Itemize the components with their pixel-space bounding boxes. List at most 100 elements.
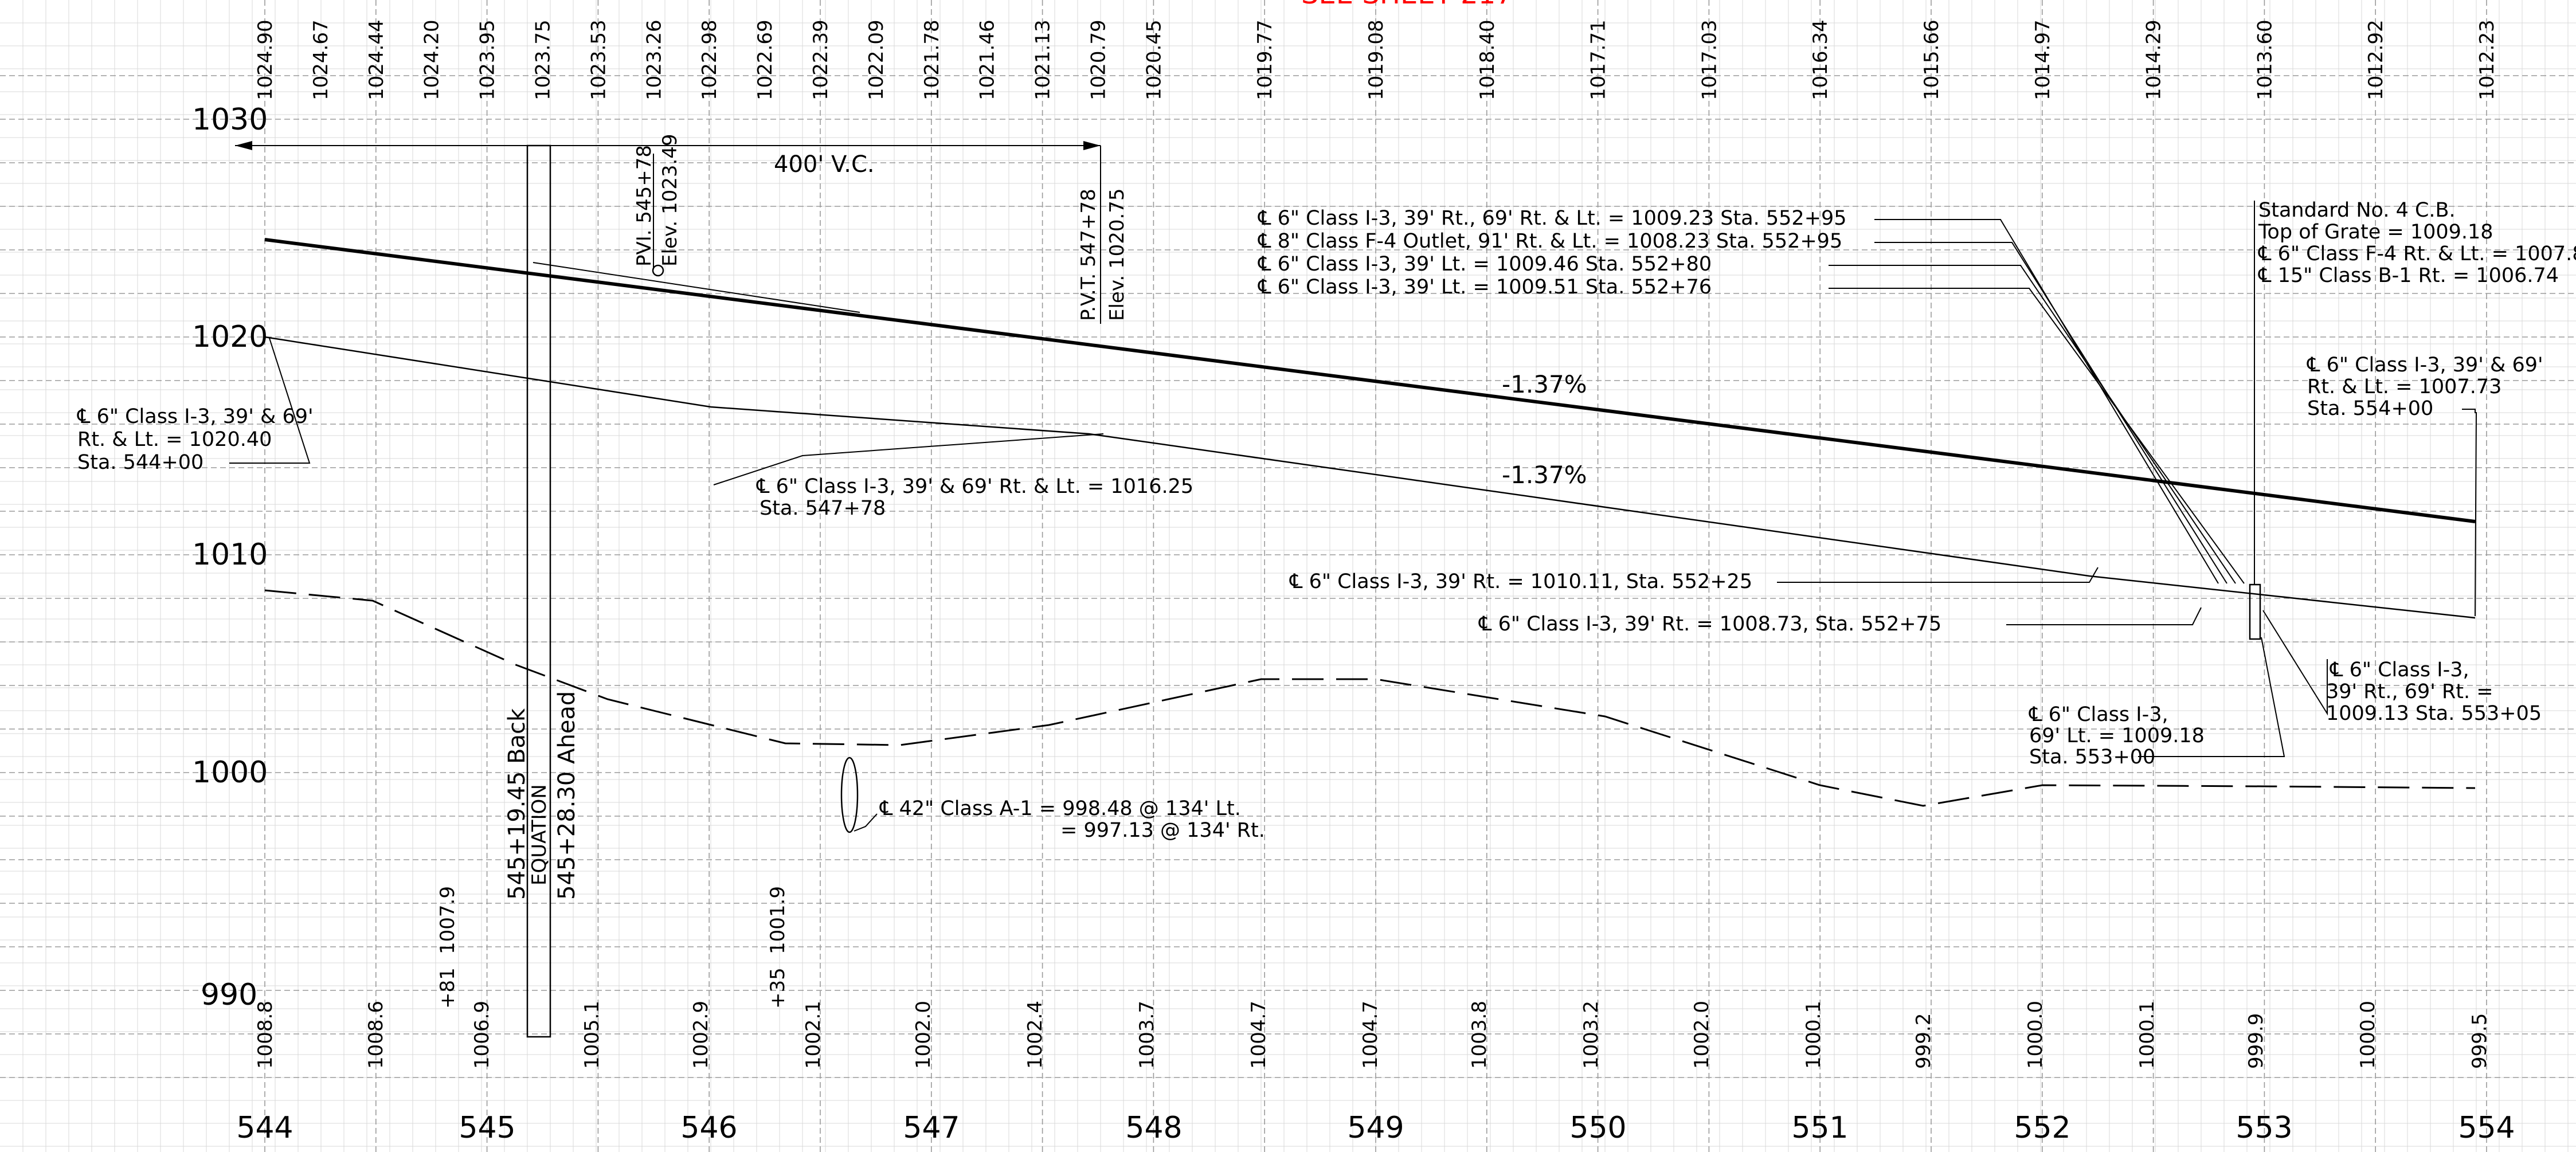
pvt-station: P.V.T. 547+78 xyxy=(1077,189,1100,321)
profile-grade-label: 1012.92 xyxy=(2364,19,2387,100)
note-line: ℄ 6" Class I-3, xyxy=(2029,703,2168,726)
station-label-550: 550 xyxy=(1569,1111,1626,1145)
equation-column xyxy=(526,144,551,1038)
note-line: 39' Rt., 69' Rt. = xyxy=(2326,680,2493,703)
note-leader xyxy=(2138,637,2285,757)
note-line: 1009.13 Sta. 553+05 xyxy=(2326,702,2542,725)
profile-grade-label: 1013.60 xyxy=(2253,19,2276,100)
vc-arrow-right xyxy=(1083,141,1101,150)
ground-elevation-label: 1002.0 xyxy=(1690,1001,1713,1069)
profile-grade-label: 1021.78 xyxy=(921,19,944,100)
profile-grade-label: 1020.79 xyxy=(1087,19,1110,100)
profile-grade-label: 1017.71 xyxy=(1587,19,1610,100)
plus-point-elev: 1001.9 xyxy=(766,886,789,954)
note-line: ℄ 15" Class B-1 Rt. = 1006.74 xyxy=(2258,264,2559,287)
sheet-reference: SEE SHEET 217 xyxy=(1301,0,1513,10)
profile-grade-label: 1023.75 xyxy=(532,19,555,100)
profile-lines xyxy=(264,238,2476,807)
ground-elevation-label: 1000.1 xyxy=(1802,1001,1825,1069)
profile-grade-label: 1022.39 xyxy=(809,19,832,100)
profile-grade-label: 1022.98 xyxy=(698,19,721,100)
station-label-545: 545 xyxy=(459,1111,515,1145)
profile-grade-label: 1018.40 xyxy=(1476,19,1499,100)
station-label-553: 553 xyxy=(2236,1111,2292,1145)
note-line: ℄ 6" Class I-3, 39' Lt. = 1009.51 Sta. 5… xyxy=(1258,276,1712,299)
note-line: = 997.13 @ 134' Rt. xyxy=(1060,819,1265,842)
ground-elevation-label: 1002.4 xyxy=(1024,1001,1047,1069)
note-leader xyxy=(1874,219,2219,584)
station-label-547: 547 xyxy=(903,1111,960,1145)
ground-elevation-label: 1000.0 xyxy=(2356,1001,2379,1069)
profile-grade-label: 1021.46 xyxy=(976,19,999,100)
ground-plus-points: +81 1007.9 +35 1001.9 xyxy=(436,886,789,1009)
profile-grade-label: 1024.67 xyxy=(310,19,332,100)
note-leader xyxy=(1777,567,2099,583)
note-leader xyxy=(1829,265,2236,584)
elev-label-1030: 1030 xyxy=(192,103,268,137)
note-line: ℄ 6" Class I-3, 39' Rt. = 1008.73, Sta. … xyxy=(1478,613,1941,636)
station-label-546: 546 xyxy=(680,1111,737,1145)
note-culvert: ℄ 42" Class A-1 = 998.48 @ 134' Lt. = 99… xyxy=(840,757,1265,842)
note-line: ℄ 6" Class I-3, xyxy=(2330,659,2469,681)
profile-grade-label: 1019.08 xyxy=(1365,19,1388,100)
ground-elevation-label: 1003.8 xyxy=(1468,1001,1491,1069)
note-leader xyxy=(1874,242,2227,584)
profile-grade-label: 1022.69 xyxy=(754,19,777,100)
note-leader xyxy=(713,433,1104,485)
vertical-curve-line xyxy=(533,262,860,313)
station-label-554: 554 xyxy=(2458,1111,2515,1145)
profile-grade-labels: 1024.90 1024.67 1024.44 1024.20 1023.95 1023.… xyxy=(254,19,2499,100)
note-line: ℄ 6" Class I-3, 39' & 69' xyxy=(2307,354,2543,377)
ground-elevation-labels: 1008.8 1008.6 1006.9 1005.1 1002.9 1002.1 1002… xyxy=(254,1001,2491,1069)
profile-grade-label: 1023.95 xyxy=(476,19,499,100)
note-552-75: ℄ 6" Class I-3, 39' Rt. = 1008.73, Sta. … xyxy=(1478,607,2202,636)
note-line: ℄ 6" Class I-3, 39' Lt. = 1009.46 Sta. 5… xyxy=(1258,253,1712,276)
pvi-elevation: Elev. 1023.49 xyxy=(659,134,682,267)
note-leader xyxy=(2462,409,2477,617)
profile-grade-label: 1023.53 xyxy=(587,19,610,100)
pvi-marker xyxy=(652,264,664,277)
station-label-544: 544 xyxy=(236,1111,293,1145)
note-leader xyxy=(854,813,878,832)
note-line: Rt. & Lt. = 1007.73 xyxy=(2307,375,2501,398)
note-upper-group: ℄ 6" Class I-3, 39' Rt., 69' Rt. & Lt. =… xyxy=(1258,207,2245,584)
elevation-labels: 1030 1020 1010 1000 990 xyxy=(192,103,268,1012)
upper-grade-label: -1.37% xyxy=(1502,370,1587,398)
note-line: Sta. 553+00 xyxy=(2029,746,2155,769)
note-line: ℄ 42" Class A-1 = 998.48 @ 134' Lt. xyxy=(879,797,1241,820)
profile-grade-label: 1019.77 xyxy=(1254,19,1277,100)
profile-grade-label: 1017.03 xyxy=(1698,19,1721,100)
station-labels: 544 545 546 547 548 549 550 551 552 553 … xyxy=(236,1111,2515,1145)
plus-point-label: +35 xyxy=(766,967,789,1009)
ground-elevation-label: 1003.7 xyxy=(1136,1001,1158,1069)
elev-label-1000: 1000 xyxy=(192,755,268,790)
note-line: Sta. 547+78 xyxy=(760,497,886,520)
ditch-profile-line xyxy=(264,336,2476,619)
plus-point-label: +81 xyxy=(436,967,459,1009)
profile-grade-label: 1023.26 xyxy=(643,19,665,100)
profile-grade-label: 1022.09 xyxy=(865,19,888,100)
profile-grade-label: 1024.90 xyxy=(254,19,277,100)
elev-label-1020: 1020 xyxy=(192,320,268,354)
ground-elevation-label: 1002.1 xyxy=(802,1001,825,1069)
elev-label-990: 990 xyxy=(201,978,257,1012)
note-catch-basin: Standard No. 4 C.B. Top of Grate = 1009.… xyxy=(2249,199,2576,640)
station-label-551: 551 xyxy=(1791,1111,1848,1145)
note-leader xyxy=(2262,610,2328,716)
profile-grade-label: 1024.44 xyxy=(365,19,388,100)
ground-elevation-label: 1008.6 xyxy=(365,1001,387,1069)
equation-back: 545+19.45 Back xyxy=(504,708,530,900)
note-553-05: ℄ 6" Class I-3, 39' Rt., 69' Rt. = 1009.… xyxy=(2262,610,2542,725)
vc-length-label: 400' V.C. xyxy=(774,151,875,178)
profile-grade-label: 1021.13 xyxy=(1032,19,1055,100)
profile-grade-label: 1015.66 xyxy=(1920,19,1943,100)
ground-elevation-label: 999.5 xyxy=(2468,1013,2491,1069)
profile-grade-label: 1020.45 xyxy=(1142,19,1165,100)
note-right-pipe: ℄ 6" Class I-3, 39' & 69' Rt. & Lt. = 10… xyxy=(2307,354,2543,617)
note-line: ℄ 6" Class I-3, 39' & 69' Rt. & Lt. = 10… xyxy=(756,475,1193,498)
note-line: ℄ 6" Class I-3, 39' Rt., 69' Rt. & Lt. =… xyxy=(1258,207,1847,230)
plus-point-elev: 1007.9 xyxy=(436,886,459,954)
lower-grade-label: -1.37% xyxy=(1502,461,1587,489)
equation-ahead: 545+28.30 Ahead xyxy=(554,691,580,900)
